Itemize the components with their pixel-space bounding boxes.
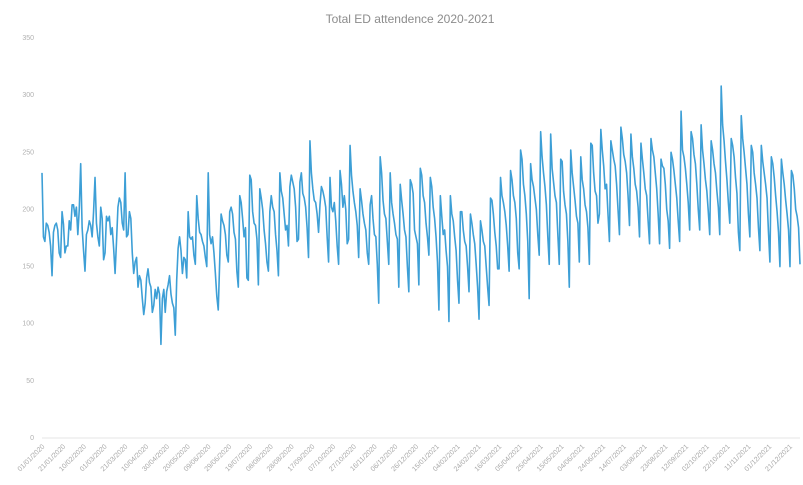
y-tick-label: 300 <box>22 92 34 99</box>
x-axis-tick-labels: 01/01/202021/01/202010/02/202001/03/2020… <box>17 443 794 473</box>
y-tick-label: 150 <box>22 264 34 271</box>
y-tick-label: 250 <box>22 149 34 156</box>
y-axis-tick-labels: 0 50 100 150 200 250 300 350 <box>22 35 34 442</box>
y-tick-label: 50 <box>26 378 34 385</box>
y-tick-label: 200 <box>22 206 34 213</box>
chart-title: Total ED attendence 2020-2021 <box>326 12 495 26</box>
y-tick-label: 350 <box>22 35 34 42</box>
y-tick-label: 100 <box>22 321 34 328</box>
y-tick-label: 0 <box>30 435 34 442</box>
series-line-0 <box>41 85 801 346</box>
series-group <box>41 85 801 346</box>
